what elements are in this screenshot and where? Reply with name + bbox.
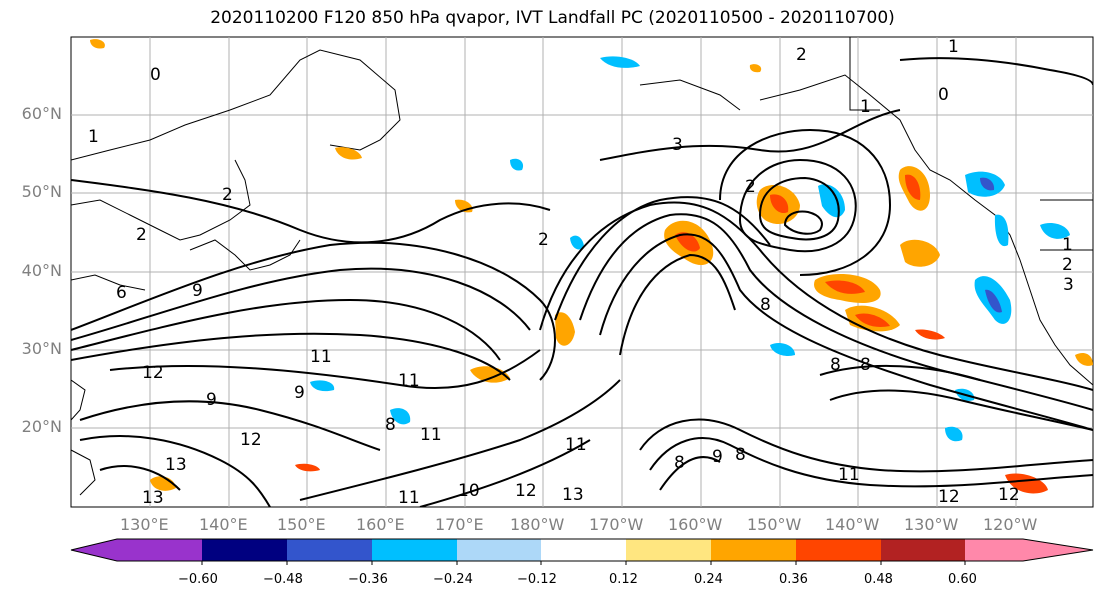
colorbar-segment xyxy=(796,539,881,561)
contour-label: 2 xyxy=(538,230,549,250)
contour-label: 11 xyxy=(398,488,420,508)
lon-label-150e: 150°E xyxy=(277,515,326,534)
colorbar-segment xyxy=(287,539,372,561)
lon-label-140e: 140°E xyxy=(199,515,248,534)
map-title: 2020110200 F120 850 hPa qvapor, IVT Land… xyxy=(210,8,895,28)
contour-label: 0 xyxy=(150,65,161,85)
colorbar-segment xyxy=(117,539,202,561)
colorbar-segment xyxy=(202,539,287,561)
contour-label: 10 xyxy=(458,481,480,501)
contour-label: 11 xyxy=(398,371,420,391)
lat-label-20n: 20°N xyxy=(21,417,62,436)
contour-label: 1 xyxy=(948,37,959,57)
colorbar-segment xyxy=(965,539,1023,561)
colorbar-outline xyxy=(70,538,1094,562)
lon-label-180w: 180°W xyxy=(510,515,565,534)
contour-label: 13 xyxy=(165,455,187,475)
lat-label-40n: 40°N xyxy=(21,261,62,280)
contour-label: 8 xyxy=(860,355,871,375)
contour-label: 1 xyxy=(88,127,99,147)
contour-label: 2 xyxy=(222,185,233,205)
colorbar-extend-high xyxy=(1023,539,1093,561)
contour-label: 8 xyxy=(674,453,685,473)
contour-label: 9 xyxy=(294,383,305,403)
contour-label: 9 xyxy=(192,281,203,301)
positive-anomaly-patches xyxy=(90,39,1093,494)
coastlines xyxy=(71,37,1093,496)
colorbar-tick-label: 0.48 xyxy=(864,572,893,587)
contour-label: 0 xyxy=(938,85,949,105)
contour-label: 6 xyxy=(116,283,127,303)
contour-label: 2 xyxy=(796,45,807,65)
colorbar-tick-label: 0.36 xyxy=(779,572,808,587)
contour-label: 8 xyxy=(385,415,396,435)
contour-label: 3 xyxy=(1063,275,1074,295)
contour-label: 2 xyxy=(1062,255,1073,275)
contour-label: 13 xyxy=(562,485,584,505)
contour-label: 3 xyxy=(672,135,683,155)
lon-label-160w: 160°W xyxy=(668,515,723,534)
lon-label-160e: 160°E xyxy=(356,515,405,534)
colorbar-tick-label: 0.60 xyxy=(948,572,977,587)
contour-labels: 1 1 0 2 2 1 0 2 2 3 2 6 9 12 11 11 9 9 1… xyxy=(88,37,1074,508)
colorbar-segment xyxy=(711,539,796,561)
contour-label: 13 xyxy=(142,488,164,508)
colorbar-tick-label: 0.24 xyxy=(694,572,723,587)
colorbar-segment xyxy=(626,539,711,561)
contour-label: 11 xyxy=(838,465,860,485)
lon-label-150w: 150°W xyxy=(747,515,802,534)
colorbar-tick-label: 0.12 xyxy=(609,572,638,587)
contour-label: 12 xyxy=(938,487,960,507)
contour-label: 11 xyxy=(565,435,587,455)
colorbar-tick-label: −0.12 xyxy=(517,572,557,587)
contour-label: 9 xyxy=(206,390,217,410)
colorbar-segment xyxy=(457,539,541,561)
colorbar-tick-label: −0.60 xyxy=(178,572,218,587)
contour-label: 2 xyxy=(745,177,756,197)
lat-label-50n: 50°N xyxy=(21,182,62,201)
contour-label: 9 xyxy=(712,447,723,467)
contour-label: 1 xyxy=(1062,235,1073,255)
lon-label-120w: 120°W xyxy=(983,515,1038,534)
colorbar xyxy=(70,538,1094,565)
ivt-contours xyxy=(71,57,1093,507)
contour-label: 11 xyxy=(310,347,332,367)
contour-label: 8 xyxy=(830,355,841,375)
contour-label: 12 xyxy=(998,485,1020,505)
contour-label: 2 xyxy=(136,225,147,245)
lon-label-170w: 170°W xyxy=(589,515,644,534)
lat-label-30n: 30°N xyxy=(21,339,62,358)
colorbar-segment xyxy=(372,539,457,561)
contour-label: 12 xyxy=(515,481,537,501)
colorbar-segment xyxy=(881,539,965,561)
contour-label: 12 xyxy=(142,363,164,383)
colorbar-tick-label: −0.24 xyxy=(433,572,473,587)
contour-label: 12 xyxy=(240,430,262,450)
colorbar-extend-low xyxy=(71,539,117,561)
contour-label: 8 xyxy=(735,445,746,465)
negative-anomaly-patches xyxy=(310,56,1070,442)
contour-label: 11 xyxy=(420,425,442,445)
contour-label: 1 xyxy=(860,97,871,117)
colorbar-segment xyxy=(541,539,626,561)
lon-label-130w: 130°W xyxy=(904,515,959,534)
colorbar-tick-label: −0.48 xyxy=(263,572,303,587)
colorbar-tick-label: −0.36 xyxy=(348,572,388,587)
contour-label: 8 xyxy=(760,295,771,315)
lon-label-130e: 130°E xyxy=(120,515,169,534)
lat-label-60n: 60°N xyxy=(21,104,62,123)
lon-label-170e: 170°E xyxy=(435,515,484,534)
lon-label-140w: 140°W xyxy=(825,515,880,534)
